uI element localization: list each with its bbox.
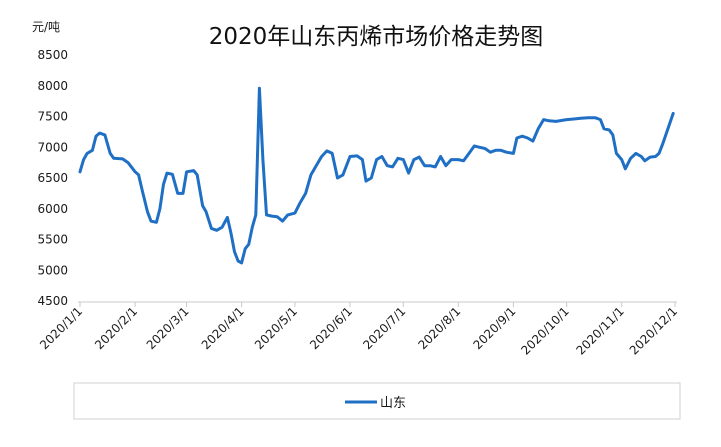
y-tick-label: 5500: [37, 233, 68, 247]
x-tick-label: 2020/2/1: [92, 304, 140, 352]
x-axis: 2020/1/1 2020/2/1 2020/3/1 2020/4/1 2020/5/1…: [37, 302, 680, 358]
y-tick-label: 6000: [37, 202, 68, 216]
chart-title: 2020年山东丙烯市场价格走势图: [209, 24, 544, 50]
x-tick-label: 2020/6/1: [307, 304, 355, 352]
x-tick-label: 2020/10/1: [518, 304, 571, 357]
x-tick-label: 2020/12/1: [627, 304, 680, 357]
y-axis-unit-label: 元/吨: [32, 20, 60, 34]
series-layer: [78, 86, 675, 265]
x-tick-label: 2020/7/1: [360, 304, 408, 352]
y-tick-label: 7000: [37, 140, 68, 154]
y-tick-label: 8000: [37, 79, 68, 93]
y-tick-label: 8500: [37, 48, 68, 62]
y-tick-label: 7500: [37, 110, 68, 124]
x-tick-label: 2020/11/1: [573, 304, 626, 357]
x-tick-label: 2020/9/1: [470, 304, 518, 352]
y-tick-label: 4500: [37, 294, 68, 308]
legend-label: 山东: [380, 396, 406, 411]
y-axis: 4500 5000 5500 6000 6500 7000 7500 8000 8500: [37, 48, 68, 308]
y-tick-label: 5000: [37, 263, 68, 277]
series-line: [78, 86, 675, 265]
x-tick-label: 2020/8/1: [415, 304, 463, 352]
y-tick-label: 6500: [37, 171, 68, 185]
legend: 山东: [73, 382, 681, 420]
x-tick-label: 2020/1/1: [37, 304, 85, 352]
x-tick-label: 2020/3/1: [144, 304, 192, 352]
x-tick-label: 2020/4/1: [199, 304, 247, 352]
x-tick-label: 2020/5/1: [252, 304, 300, 352]
